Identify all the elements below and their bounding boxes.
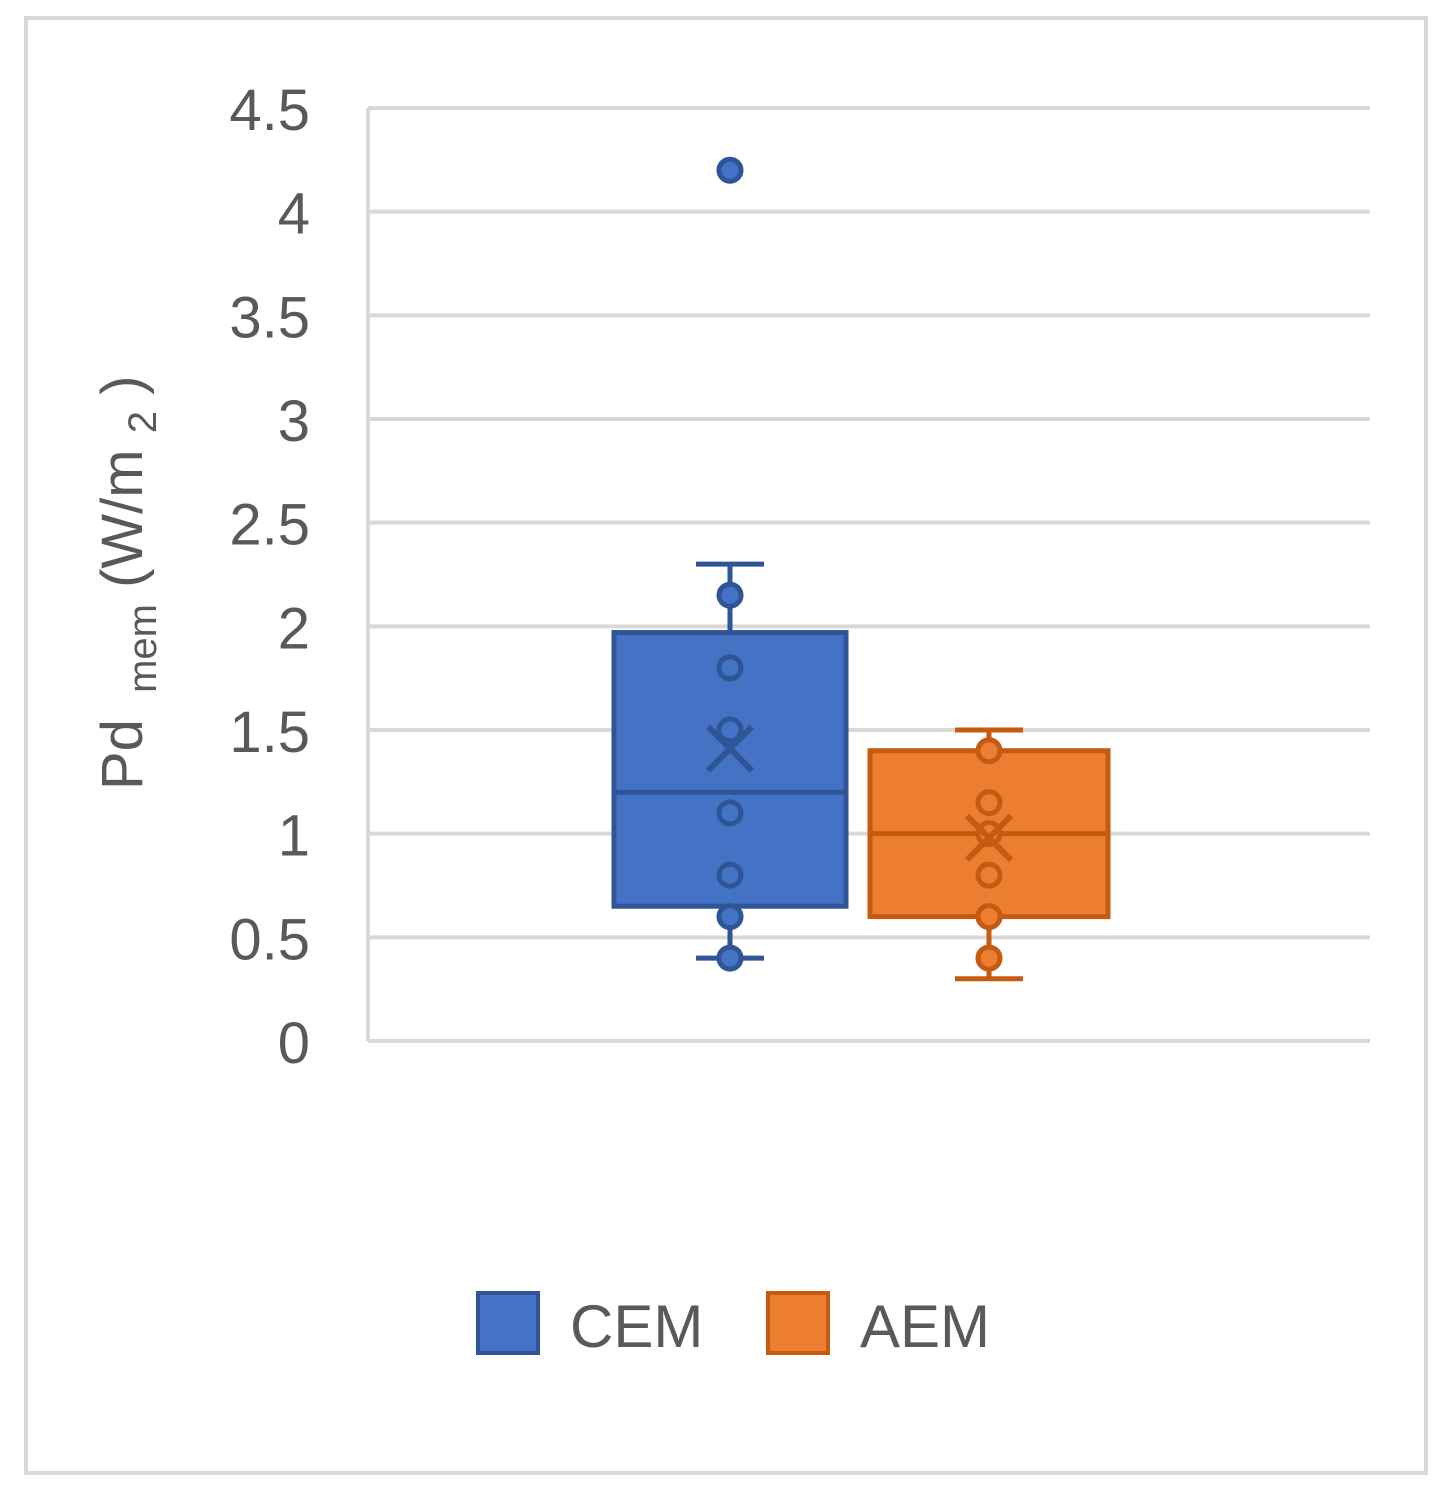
data-point-aem	[975, 903, 1003, 931]
y-axis-label-main: Pd	[90, 719, 155, 790]
legend-swatch-aem	[766, 1291, 830, 1355]
legend-label-cem: CEM	[570, 1293, 703, 1360]
outlier-point-cem	[716, 156, 744, 184]
y-tick-label: 3.5	[229, 285, 310, 350]
series-layer	[611, 156, 1111, 982]
mean-marker-cem	[705, 724, 755, 773]
data-point-aem	[975, 861, 1003, 889]
legend-label-aem: AEM	[860, 1293, 990, 1360]
y-tick-label: 0.5	[229, 907, 310, 972]
y-axis-label: Pd mem (W/m 2 )	[90, 376, 169, 790]
data-point-cem	[716, 903, 744, 931]
series-aem	[867, 727, 1111, 982]
data-point-cem	[716, 654, 744, 682]
y-axis-label-unit-close: )	[90, 376, 155, 395]
y-tick-label: 3	[278, 389, 310, 454]
data-point-cem	[716, 716, 744, 744]
legend: CEM AEM	[476, 1291, 990, 1360]
y-tick-label: 0	[278, 1011, 310, 1076]
data-point-cem	[716, 799, 744, 827]
data-point-cem	[716, 944, 744, 972]
y-tick-label: 1.5	[229, 700, 310, 765]
data-point-cem	[716, 861, 744, 889]
legend-swatch-cem	[476, 1291, 540, 1355]
y-tick-label: 2	[278, 596, 310, 661]
y-tick-label: 1	[278, 804, 310, 869]
mean-marker-aem	[964, 813, 1014, 862]
y-tick-label: 2.5	[229, 493, 310, 558]
data-point-aem	[975, 737, 1003, 765]
y-axis-label-sub-mem: mem	[121, 604, 165, 693]
series-cem	[611, 156, 849, 972]
y-tick-label: 4	[278, 182, 310, 247]
y-axis-label-unit-open: (W/m	[90, 449, 155, 588]
y-axis-label-sub-2: 2	[121, 411, 165, 433]
y-tick-labels: 0 0.5 1 1.5 2 2.5 3 3.5 4 4.5	[229, 78, 310, 1076]
gridlines	[368, 106, 1370, 1043]
data-point-aem	[975, 789, 1003, 817]
data-point-cem	[716, 581, 744, 609]
data-point-aem	[975, 944, 1003, 972]
y-tick-label: 4.5	[229, 78, 310, 143]
